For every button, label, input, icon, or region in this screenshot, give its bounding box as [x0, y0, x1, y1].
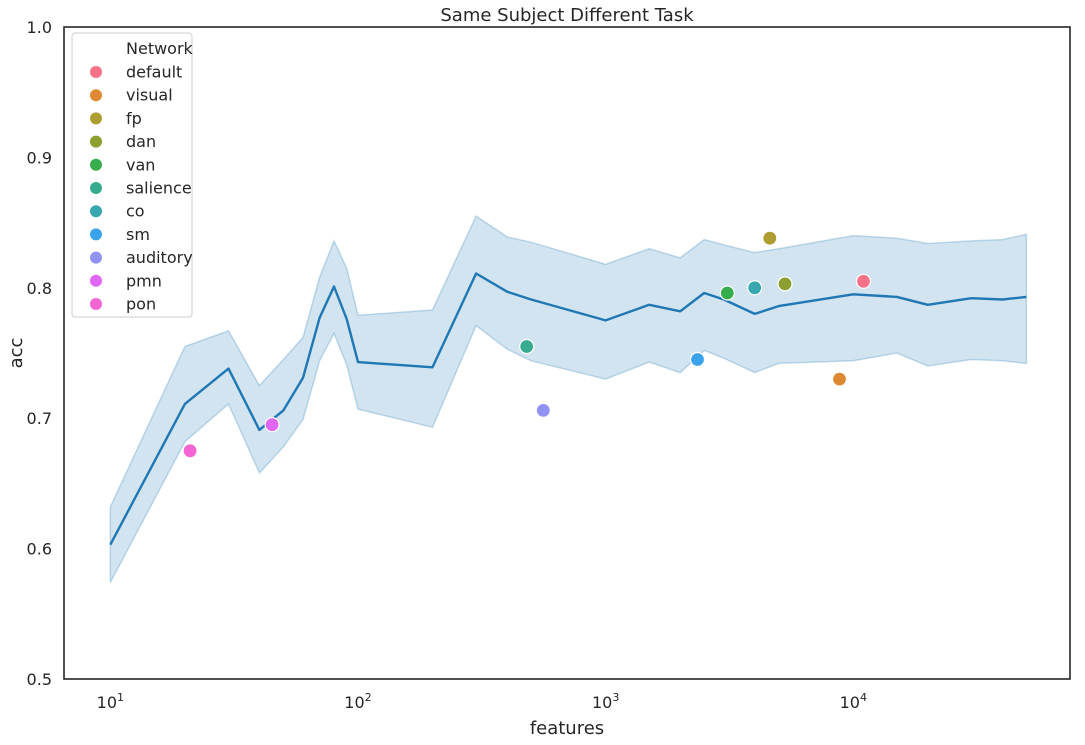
confidence-band [109, 214, 1028, 583]
legend-label-salience: salience [126, 179, 192, 198]
y-tick-label: 0.9 [27, 148, 52, 167]
x-tick-label: 104 [840, 691, 867, 712]
y-tick-label: 0.5 [27, 670, 52, 689]
legend-label-van: van [126, 155, 155, 174]
x-axis-label: features [530, 718, 604, 739]
legend-label-pon: pon [126, 295, 156, 314]
point-salience [519, 338, 535, 355]
x-tick-label: 101 [97, 691, 124, 712]
legend-marker-auditory [90, 251, 102, 264]
point-co [747, 280, 763, 296]
y-tick-label: 0.6 [27, 540, 52, 559]
legend-marker-default [90, 66, 102, 78]
legend-marker-visual [90, 89, 102, 102]
point-sm [689, 351, 706, 368]
legend-label-fp: fp [126, 109, 142, 128]
network-points-layer [182, 230, 872, 459]
legend-marker-dan [90, 135, 102, 148]
legend-marker-co [90, 205, 102, 218]
y-axis-label: acc [6, 338, 27, 369]
point-auditory [535, 402, 551, 418]
point-default [855, 273, 872, 289]
point-dan [777, 276, 793, 292]
legend-label-dan: dan [126, 132, 156, 151]
legend-marker-pon [90, 298, 102, 310]
point-fp [762, 230, 778, 246]
mean-accuracy-line [109, 272, 1027, 546]
y-tick-label: 0.8 [27, 279, 52, 298]
legend-label-visual: visual [126, 86, 173, 105]
x-tick-label: 103 [592, 691, 619, 712]
y-ticks: 0.5 0.6 0.7 0.8 0.9 1.0 [27, 18, 52, 689]
point-visual [831, 371, 848, 387]
x-ticks: 101 102 103 104 [97, 691, 867, 712]
point-pon [182, 443, 198, 459]
legend-items: default visual fp dan van salience co sm auditor… [90, 63, 193, 314]
mean-line-layer [109, 272, 1027, 546]
legend-marker-fp [90, 112, 102, 125]
legend-label-sm: sm [126, 225, 150, 244]
legend-label-pmn: pmn [126, 271, 162, 290]
chart-title: Same Subject Different Task [440, 5, 694, 26]
y-tick-label: 1.0 [27, 18, 52, 37]
legend-marker-pmn [90, 274, 102, 287]
legend: Network default visual fp dan van salience co s… [71, 32, 194, 318]
point-van [719, 285, 735, 301]
legend-label-co: co [126, 202, 145, 221]
point-pmn [264, 417, 280, 433]
legend-marker-van [90, 158, 102, 171]
legend-marker-salience [90, 182, 102, 194]
legend-label-default: default [126, 63, 182, 82]
legend-label-auditory: auditory [126, 248, 193, 267]
legend-box [71, 32, 193, 318]
confidence-band-layer [109, 214, 1028, 583]
plot-frame [63, 26, 1071, 680]
legend-title: Network [126, 39, 194, 58]
legend-marker-sm [90, 228, 102, 241]
y-tick-label: 0.7 [27, 409, 52, 428]
x-tick-label: 102 [344, 691, 371, 712]
